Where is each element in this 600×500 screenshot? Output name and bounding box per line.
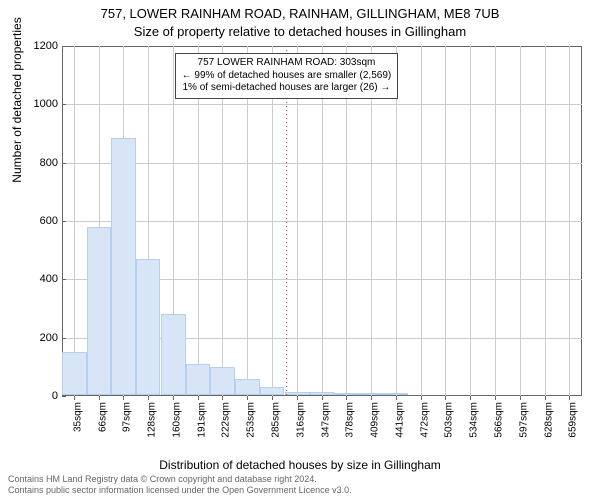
x-tick-mark: [272, 396, 273, 400]
x-tick-mark: [74, 396, 75, 400]
x-tick-mark: [222, 396, 223, 400]
x-tick-label: 534sqm: [469, 402, 480, 452]
x-tick-mark: [297, 396, 298, 400]
x-tick-label: 409sqm: [369, 402, 380, 452]
x-tick-label: 347sqm: [320, 402, 331, 452]
x-tick-label: 191sqm: [196, 402, 207, 452]
footer-line-1: Contains HM Land Registry data © Crown c…: [8, 474, 592, 485]
x-tick-mark: [495, 396, 496, 400]
x-tick-label: 378sqm: [345, 402, 356, 452]
x-tick-label: 472sqm: [419, 402, 430, 452]
x-tick-label: 628sqm: [543, 402, 554, 452]
x-tick-label: 66sqm: [97, 402, 108, 452]
x-tick-mark: [148, 396, 149, 400]
footer-line-2: Contains public sector information licen…: [8, 485, 592, 496]
x-tick-label: 441sqm: [395, 402, 406, 452]
x-tick-label: 97sqm: [122, 402, 133, 452]
x-tick-mark: [173, 396, 174, 400]
y-tick-label: 800: [18, 157, 58, 169]
reference-line-svg: [62, 46, 582, 396]
y-tick-label: 1000: [18, 98, 58, 110]
y-tick-label: 1200: [18, 40, 58, 52]
x-tick-mark: [99, 396, 100, 400]
x-tick-mark: [445, 396, 446, 400]
x-tick-label: 597sqm: [519, 402, 530, 452]
x-tick-label: 316sqm: [295, 402, 306, 452]
x-tick-mark: [470, 396, 471, 400]
x-tick-label: 253sqm: [245, 402, 256, 452]
annotation-line: ← 99% of detached houses are smaller (2,…: [182, 70, 392, 83]
y-tick-label: 400: [18, 273, 58, 285]
x-tick-label: 285sqm: [271, 402, 282, 452]
annotation-line: 1% of semi-detached houses are larger (2…: [182, 82, 392, 95]
y-tick-label: 200: [18, 332, 58, 344]
x-tick-label: 659sqm: [568, 402, 579, 452]
x-tick-label: 128sqm: [146, 402, 157, 452]
chart-title-main: 757, LOWER RAINHAM ROAD, RAINHAM, GILLIN…: [0, 6, 600, 21]
x-tick-mark: [198, 396, 199, 400]
annotation-box: 757 LOWER RAINHAM ROAD: 303sqm← 99% of d…: [175, 53, 399, 99]
x-tick-mark: [421, 396, 422, 400]
x-tick-mark: [520, 396, 521, 400]
x-tick-label: 503sqm: [444, 402, 455, 452]
x-tick-mark: [322, 396, 323, 400]
x-tick-label: 566sqm: [494, 402, 505, 452]
chart-plot-area: 757 LOWER RAINHAM ROAD: 303sqm← 99% of d…: [62, 46, 582, 396]
footer-attribution: Contains HM Land Registry data © Crown c…: [8, 474, 592, 496]
x-axis-label: Distribution of detached houses by size …: [0, 458, 600, 472]
chart-title-sub: Size of property relative to detached ho…: [0, 24, 600, 39]
x-tick-mark: [396, 396, 397, 400]
x-tick-label: 35sqm: [72, 402, 83, 452]
x-tick-mark: [545, 396, 546, 400]
x-tick-mark: [346, 396, 347, 400]
x-tick-mark: [247, 396, 248, 400]
x-tick-label: 160sqm: [172, 402, 183, 452]
x-tick-mark: [123, 396, 124, 400]
x-tick-label: 222sqm: [221, 402, 232, 452]
annotation-line: 757 LOWER RAINHAM ROAD: 303sqm: [182, 57, 392, 70]
x-tick-mark: [371, 396, 372, 400]
y-axis-label: Number of detached properties: [10, 0, 24, 250]
y-tick-label: 0: [18, 390, 58, 402]
x-tick-mark: [569, 396, 570, 400]
y-tick-label: 600: [18, 215, 58, 227]
